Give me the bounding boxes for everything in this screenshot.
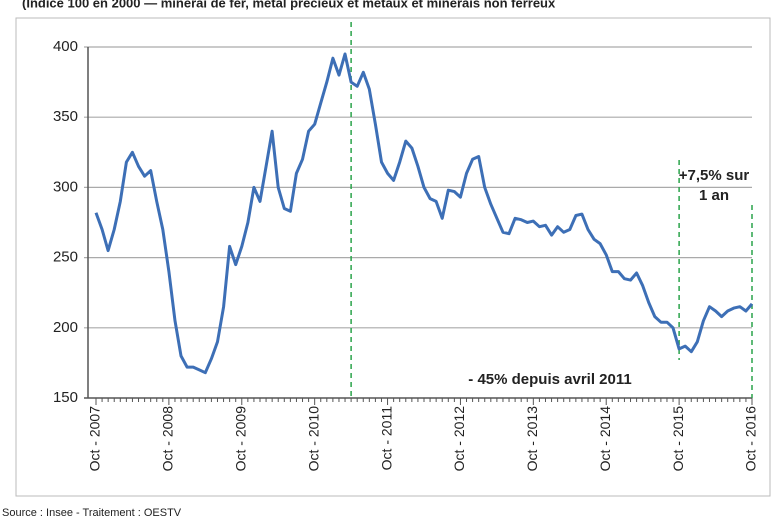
x-tick-label: Oct - 2012 [451, 406, 467, 472]
source: Source : Insee - Traitement : OESTV [2, 507, 182, 519]
y-tick-label: 400 [53, 38, 78, 55]
y-tick-label: 200 [53, 319, 78, 336]
y-tick-label: 300 [53, 178, 78, 195]
y-tick-label: 350 [53, 108, 78, 125]
chart-frame [15, 17, 771, 497]
data-line [94, 52, 754, 375]
x-tick-label: Oct - 2011 [378, 406, 394, 471]
x-tick-label: Oct - 2007 [87, 406, 103, 472]
annotation: 1 an [699, 187, 729, 204]
x-tick-label: Oct - 2010 [305, 406, 321, 472]
annotation: +7,5% sur [679, 167, 750, 184]
y-tick-label: 250 [53, 249, 78, 266]
x-tick-label: Oct - 2014 [597, 406, 613, 472]
y-tick-label: 150 [53, 389, 78, 406]
x-tick-label: Oct - 2009 [232, 406, 248, 472]
chart-title: (Indice 100 en 2000 — minerai de fer, mé… [22, 0, 556, 10]
x-tick-label: Oct - 2008 [160, 406, 176, 472]
x-tick-label: Oct - 2016 [743, 406, 759, 472]
annotation: - 45% depuis avril 2011 [468, 371, 631, 388]
x-tick-label: Oct - 2015 [670, 406, 686, 472]
x-tick-label: Oct - 2013 [524, 406, 540, 472]
